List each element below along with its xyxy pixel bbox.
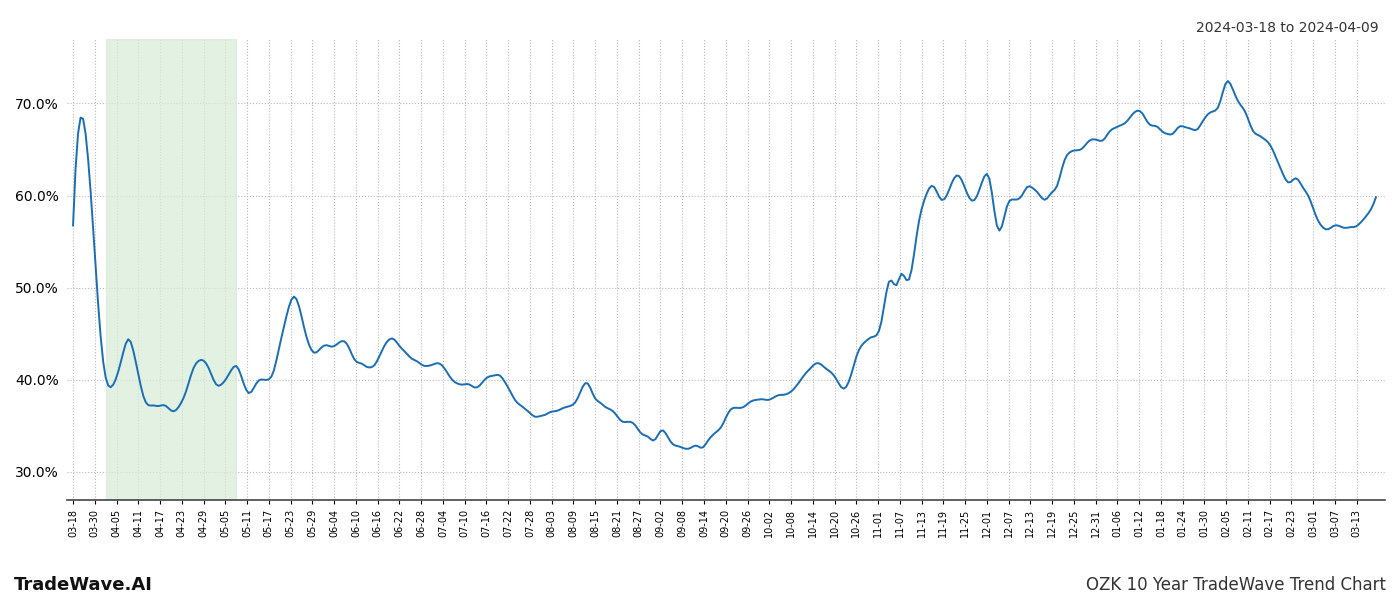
Text: TradeWave.AI: TradeWave.AI <box>14 576 153 594</box>
Text: OZK 10 Year TradeWave Trend Chart: OZK 10 Year TradeWave Trend Chart <box>1086 576 1386 594</box>
Text: 2024-03-18 to 2024-04-09: 2024-03-18 to 2024-04-09 <box>1197 21 1379 35</box>
Bar <box>105 39 237 500</box>
